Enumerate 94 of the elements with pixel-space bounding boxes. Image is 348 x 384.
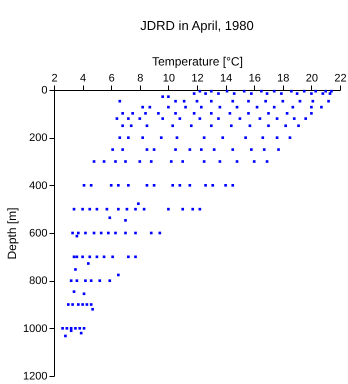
point <box>86 262 90 265</box>
point <box>174 112 177 115</box>
y-tick-label: 400 <box>29 180 48 192</box>
point <box>74 268 77 271</box>
point <box>92 160 96 163</box>
x-tick-label: 10 <box>162 72 176 84</box>
y-tick-label: 0 <box>41 84 48 96</box>
point <box>72 208 76 210</box>
x-tick-label: 16 <box>248 72 261 84</box>
point <box>150 232 153 234</box>
point <box>236 160 238 163</box>
point <box>117 274 120 276</box>
point <box>114 232 117 234</box>
point <box>146 148 148 151</box>
point <box>277 148 280 151</box>
point <box>82 327 86 330</box>
point <box>92 232 96 234</box>
point <box>76 303 80 306</box>
x-tick-label: 4 <box>80 72 86 84</box>
point <box>76 232 80 234</box>
point <box>176 136 178 139</box>
y-axis-title: Depth [m] <box>5 207 20 260</box>
point <box>146 124 148 128</box>
point <box>102 160 106 163</box>
point <box>84 232 87 234</box>
y-tick-label: 600 <box>29 228 48 240</box>
point <box>114 160 117 163</box>
point <box>146 184 148 187</box>
point <box>217 117 220 120</box>
point <box>236 106 238 108</box>
point <box>226 90 228 93</box>
point <box>256 106 258 108</box>
x-axis-title: Temperature [°C] <box>152 54 243 68</box>
point <box>71 232 74 234</box>
point <box>247 112 250 115</box>
point <box>288 136 292 139</box>
point <box>150 160 153 163</box>
point <box>82 184 86 187</box>
point <box>124 160 127 163</box>
point <box>126 208 128 210</box>
x-tick-label: 14 <box>220 72 232 84</box>
point <box>138 160 142 163</box>
point <box>298 100 302 103</box>
y-tick-label: 1200 <box>23 370 48 382</box>
point <box>267 112 270 115</box>
point <box>247 100 250 103</box>
x-tick-label: 18 <box>277 72 290 84</box>
point <box>72 256 76 258</box>
point <box>328 92 332 95</box>
point <box>144 112 147 115</box>
point <box>86 303 88 306</box>
y-tick-label: 1000 <box>23 322 48 335</box>
point <box>134 232 137 234</box>
point <box>181 160 184 163</box>
point <box>71 303 74 306</box>
point <box>217 92 220 95</box>
point <box>134 256 137 258</box>
point <box>64 334 67 338</box>
point <box>90 303 93 306</box>
point <box>266 160 268 163</box>
x-tick-label: 22 <box>334 72 347 84</box>
chart-title: JDRD in April, 1980 <box>140 18 254 33</box>
point <box>174 100 177 103</box>
point <box>196 100 198 103</box>
point <box>82 292 86 296</box>
point <box>72 290 76 293</box>
x-tick-label: 2 <box>51 72 58 84</box>
point <box>170 160 173 163</box>
point <box>158 232 162 234</box>
point <box>124 232 127 234</box>
point <box>327 100 330 103</box>
x-tick-label: 6 <box>108 72 115 84</box>
point <box>84 279 87 282</box>
x-tick-label: 8 <box>137 72 144 84</box>
point <box>252 160 256 163</box>
point <box>218 160 222 163</box>
point <box>102 256 106 258</box>
x-tick-label: 12 <box>191 72 204 84</box>
point <box>266 92 268 95</box>
point <box>74 327 77 330</box>
y-tick-label: 800 <box>29 275 48 288</box>
point <box>100 232 103 234</box>
point <box>107 232 110 234</box>
x-tick-label: 20 <box>306 72 318 84</box>
point <box>202 160 206 163</box>
point <box>124 219 127 222</box>
point <box>134 208 137 210</box>
y-tick-label: 200 <box>29 132 48 144</box>
point <box>174 148 177 151</box>
point <box>81 303 84 306</box>
point <box>297 124 300 128</box>
point <box>66 303 70 306</box>
point <box>267 124 270 128</box>
point <box>184 106 187 108</box>
